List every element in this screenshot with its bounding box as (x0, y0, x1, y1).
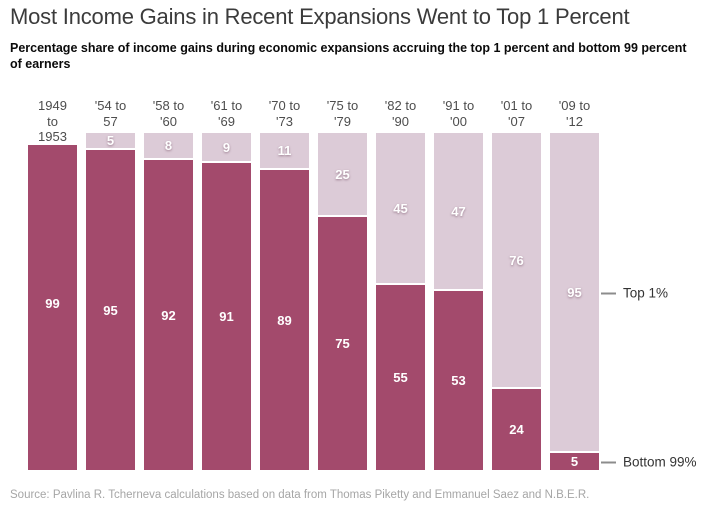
annotation-top1: Top 1% (601, 286, 668, 301)
source-note: Source: Pavlina R. Tcherneva calculation… (10, 489, 590, 501)
chart-subtitle: Percentage share of income gains during … (10, 41, 687, 71)
column-label: '70 to '73 (268, 98, 301, 129)
value-label: 24 (509, 422, 524, 437)
value-label: 8 (164, 138, 173, 153)
top1-segment: 8 (144, 133, 193, 160)
stacked-bar: 8 92 (144, 133, 193, 470)
value-label: 91 (219, 309, 234, 324)
annotation-bottom99: Bottom 99% (601, 455, 697, 470)
bottom99-segment: 75 (318, 217, 367, 470)
value-label: 47 (451, 203, 466, 219)
top1-segment: 95 (550, 133, 599, 453)
stacked-bar: 5 95 (86, 133, 135, 470)
bottom99-segment: 92 (144, 160, 193, 470)
value-label: 45 (393, 200, 408, 216)
top1-segment: 25 (318, 133, 367, 217)
bottom99-segment: 91 (202, 163, 251, 470)
column-label: '54 to 57 (94, 98, 127, 129)
bottom99-segment: 89 (260, 170, 309, 470)
page-title: Most Income Gains in Recent Expansions W… (10, 4, 630, 29)
bottom99-segment: 55 (376, 285, 425, 470)
top1-segment: 11 (260, 133, 309, 170)
column-label: 1949 to 1953 (23, 98, 82, 145)
stacked-bar: 47 53 (434, 133, 483, 470)
value-label: 11 (277, 143, 292, 158)
value-label: 95 (103, 302, 118, 318)
value-label: 5 (106, 133, 115, 148)
annotation-top1-label: Top 1% (623, 285, 669, 301)
value-label: 53 (451, 373, 466, 388)
top1-segment: 76 (492, 133, 541, 389)
bottom99-segment: 95 (86, 150, 135, 470)
value-label: 75 (335, 336, 350, 351)
top1-segment: 5 (86, 133, 135, 150)
value-label: 92 (161, 307, 176, 323)
top1-segment: 9 (202, 133, 251, 163)
column-label: '01 to '07 (500, 98, 533, 129)
column-label: '61 to '69 (210, 98, 243, 129)
column-label: '82 to '90 (384, 98, 417, 129)
column-label: '91 to '00 (442, 98, 475, 129)
value-label: 9 (222, 139, 231, 155)
stacked-bar: 95 5 (550, 133, 599, 470)
column-label: '58 to '60 (152, 98, 185, 129)
annotation-bottom99-label: Bottom 99% (623, 454, 697, 470)
bottom99-segment: 53 (434, 291, 483, 470)
stacked-bar: 99 (28, 136, 77, 470)
value-label: 5 (570, 454, 579, 469)
value-label: 25 (335, 166, 350, 182)
stacked-bar: 76 24 (492, 133, 541, 470)
column-label: '75 to '79 (326, 98, 359, 129)
value-label: 55 (393, 370, 408, 385)
value-label: 89 (277, 312, 292, 328)
top1-segment: 47 (434, 133, 483, 291)
bottom99-segment: 5 (550, 453, 599, 470)
annotation-dash-icon (601, 292, 616, 294)
stacked-bar: 25 75 (318, 133, 367, 470)
stacked-bar: 45 55 (376, 133, 425, 470)
stacked-bar: 11 89 (260, 133, 309, 470)
annotation-dash-icon (601, 461, 616, 463)
column-label: '09 to '12 (558, 98, 591, 129)
bottom99-segment: 99 (28, 136, 77, 470)
top1-segment: 45 (376, 133, 425, 285)
stacked-bar: 9 91 (202, 133, 251, 470)
value-label: 76 (509, 252, 524, 268)
bottom99-segment: 24 (492, 389, 541, 470)
value-label: 95 (567, 284, 582, 300)
value-label: 99 (45, 295, 60, 311)
